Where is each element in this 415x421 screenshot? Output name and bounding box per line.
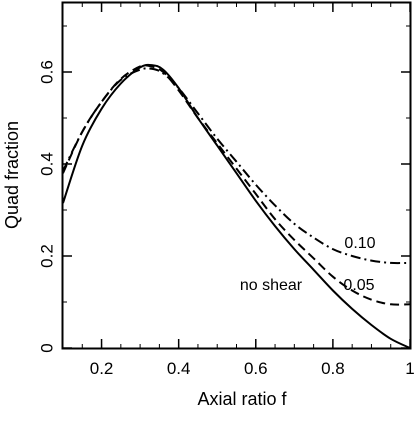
series-line-0.05 <box>62 64 411 306</box>
x-axis-title: Axial ratio f <box>197 389 287 409</box>
y-tick-label: 0.2 <box>37 244 56 268</box>
x-tick-label: 0.6 <box>244 359 268 378</box>
x-tick-label: 0.8 <box>321 359 345 378</box>
y-tick-label: 0 <box>37 343 56 352</box>
label-no-shear: no shear <box>240 277 303 294</box>
y-axis-title: Quad fraction <box>2 121 22 229</box>
label-0.10: 0.10 <box>344 235 375 252</box>
ticks <box>62 3 411 349</box>
y-tick-label: 0.4 <box>37 152 56 176</box>
y-tick-label: 0.6 <box>37 60 56 84</box>
plot-frame <box>61 1 412 350</box>
x-tick-label: 0.4 <box>167 359 191 378</box>
x-tick-label: 1 <box>405 359 414 378</box>
tick-labels: 0.2 0.4 0.6 0.8 1 0 0.2 0.4 0.6 <box>37 60 414 378</box>
series-layer <box>62 63 411 349</box>
label-0.05: 0.05 <box>343 277 374 294</box>
series-line-no-shear <box>62 63 411 349</box>
series-line-0.10 <box>62 67 411 265</box>
x-tick-label: 0.2 <box>90 359 114 378</box>
